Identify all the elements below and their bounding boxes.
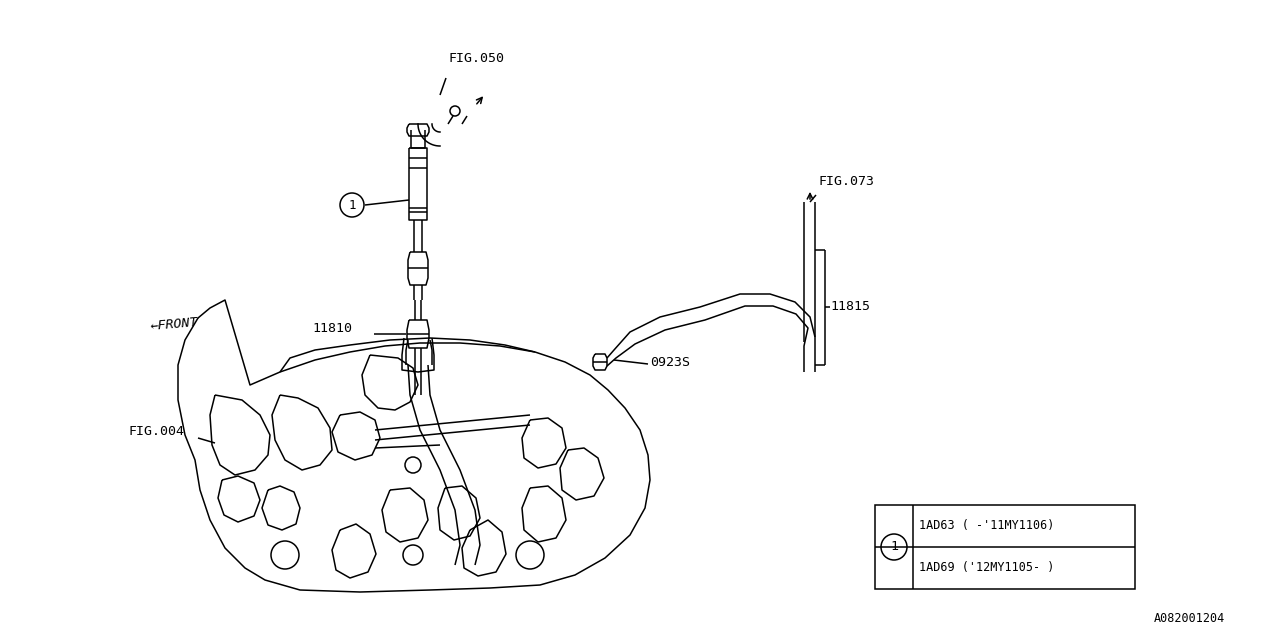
Text: 1AD69 ('12MY1105- ): 1AD69 ('12MY1105- )	[919, 561, 1055, 575]
Text: 11810: 11810	[312, 322, 352, 335]
Text: FIG.073: FIG.073	[818, 175, 874, 188]
Bar	[876, 505, 1135, 589]
Text: A082001204: A082001204	[1153, 612, 1225, 625]
Text: 1: 1	[890, 541, 899, 554]
Text: 0923S: 0923S	[650, 356, 690, 369]
Text: 1AD63 ( -'11MY1106): 1AD63 ( -'11MY1106)	[919, 520, 1055, 532]
Text: FIG.004: FIG.004	[128, 425, 184, 438]
Text: ←FRONT: ←FRONT	[150, 316, 198, 333]
Text: 1: 1	[348, 198, 356, 211]
Text: 11815: 11815	[829, 300, 870, 313]
Text: FIG.050: FIG.050	[448, 52, 504, 65]
